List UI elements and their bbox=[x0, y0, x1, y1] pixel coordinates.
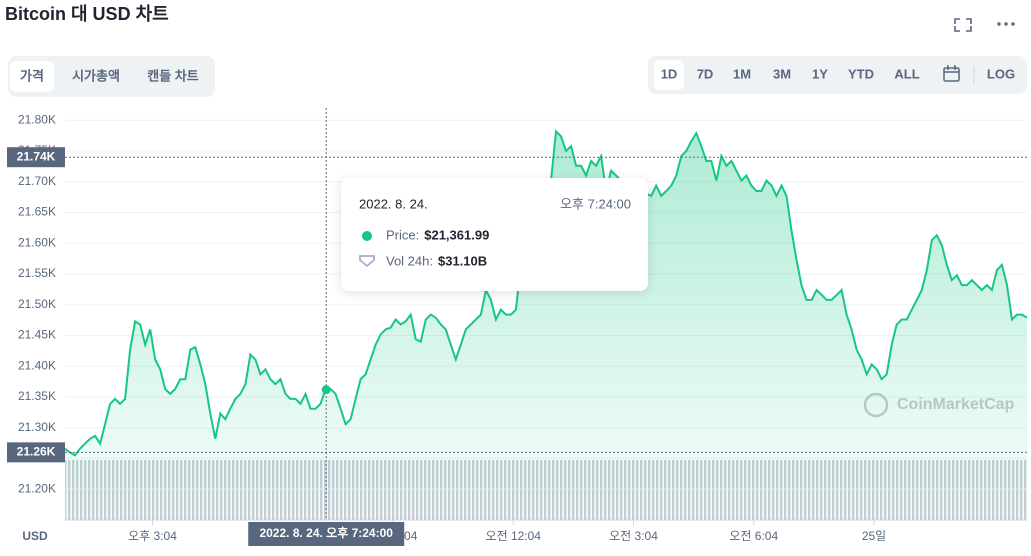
x-tick-label: 오후 3:04 bbox=[128, 529, 177, 543]
y-tick-label: 21.40K bbox=[18, 358, 56, 372]
tab[interactable]: 시가총액 bbox=[72, 68, 120, 83]
range-button[interactable]: YTD bbox=[848, 66, 874, 81]
tooltip-value: $31.10B bbox=[438, 253, 487, 268]
range-button[interactable]: 1Y bbox=[812, 66, 828, 81]
tooltip: 2022. 8. 24. 오후 7:24:00 Price: $21,361.99 Vo… bbox=[341, 178, 648, 291]
y-axis-label: USD bbox=[22, 529, 48, 543]
dot bbox=[997, 22, 1001, 26]
x-tick-label: 오전 12:04 bbox=[486, 529, 542, 543]
range-button[interactable]: 3M bbox=[773, 66, 791, 81]
y-tick-label: 21.80K bbox=[18, 112, 56, 126]
fullscreen-icon[interactable] bbox=[954, 18, 972, 32]
x-tick-label: 오전 6:04 bbox=[729, 529, 778, 543]
range-button[interactable]: 7D bbox=[697, 66, 714, 81]
calendar-body bbox=[943, 67, 960, 82]
price-dot bbox=[362, 231, 372, 241]
vol-icon bbox=[359, 255, 375, 268]
y-tick-label: 21.60K bbox=[18, 235, 56, 249]
log-button[interactable]: LOG bbox=[987, 66, 1015, 81]
dot bbox=[1004, 22, 1008, 26]
fullscreen-path bbox=[954, 18, 972, 32]
y-tick-label: 21.65K bbox=[18, 205, 56, 219]
x-tick-label: 오전 3:04 bbox=[609, 529, 658, 543]
tooltip-label: Vol 24h: bbox=[386, 253, 433, 268]
y-tick-label: 21.30K bbox=[18, 420, 56, 434]
hover-point bbox=[321, 385, 331, 395]
tab[interactable]: 가격 bbox=[20, 68, 44, 83]
y-tick-label: 21.35K bbox=[18, 389, 56, 403]
dot bbox=[1011, 22, 1015, 26]
tooltip-time: 오후 7:24:00 bbox=[560, 196, 631, 211]
y-tick-label: 21.45K bbox=[18, 328, 56, 342]
tab-bar bbox=[8, 56, 215, 97]
range-bar bbox=[648, 56, 1027, 94]
tab-active-bg bbox=[10, 61, 54, 92]
y-tick-label: 21.55K bbox=[18, 266, 56, 280]
reference-label: 21.26K bbox=[17, 445, 56, 459]
title: Bitcoin 대 USD 차트 bbox=[5, 4, 169, 24]
reference-label-bg bbox=[7, 147, 65, 168]
tooltip-value: $21,361.99 bbox=[424, 227, 489, 242]
crosshair-label-bg bbox=[248, 522, 405, 546]
calendar-icon[interactable] bbox=[943, 65, 960, 82]
y-tick-label: 21.20K bbox=[18, 481, 56, 495]
tab[interactable]: 캔들 차트 bbox=[147, 68, 198, 83]
range-button[interactable]: 1D bbox=[661, 66, 678, 81]
y-tick-label: 21.50K bbox=[18, 297, 56, 311]
x-tick-label: 25일 bbox=[862, 529, 886, 543]
range-button[interactable]: 1M bbox=[733, 66, 751, 81]
area-fill bbox=[65, 131, 1027, 520]
y-tick-label: 21.70K bbox=[18, 174, 56, 188]
tooltip-label: Price: bbox=[386, 227, 419, 242]
reference-label-bg bbox=[7, 442, 65, 463]
tooltip-date: 2022. 8. 24. bbox=[359, 196, 428, 211]
crosshair-label: 2022. 8. 24. 오후 7:24:00 bbox=[259, 525, 393, 540]
range-button[interactable]: ALL bbox=[894, 66, 919, 81]
calendar-lines bbox=[944, 65, 959, 73]
reference-label: 21.74K bbox=[17, 149, 56, 163]
range-active-bg bbox=[654, 60, 684, 90]
more-icon[interactable] bbox=[997, 22, 1015, 26]
tooltip-box bbox=[341, 178, 648, 291]
